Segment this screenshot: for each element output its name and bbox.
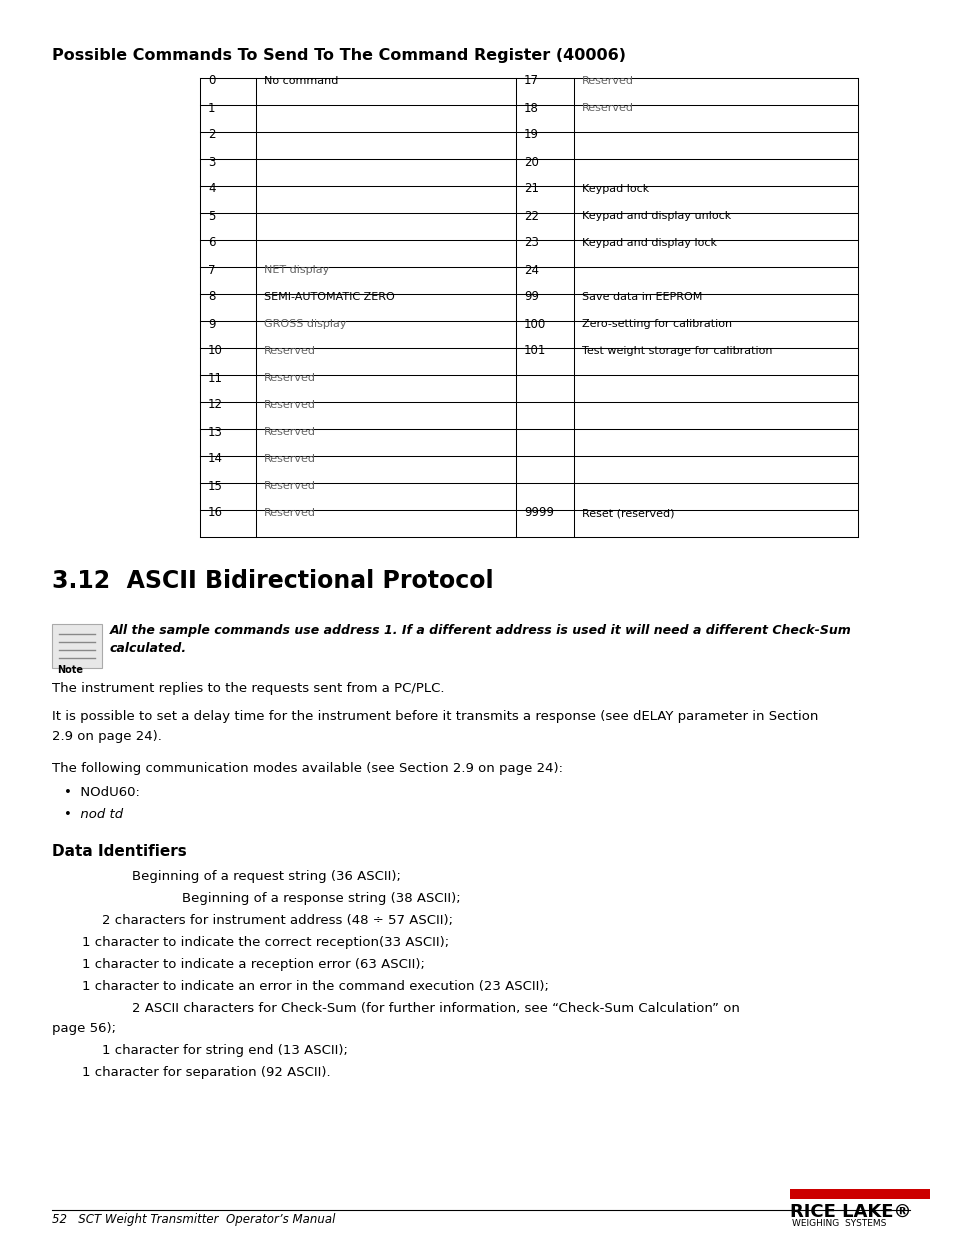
Text: 7: 7 bbox=[208, 263, 215, 277]
Text: 1 character to indicate an error in the command execution (23 ASCII);: 1 character to indicate an error in the … bbox=[82, 981, 548, 993]
Text: 11: 11 bbox=[208, 372, 223, 384]
Text: 20: 20 bbox=[523, 156, 538, 168]
Text: Possible Commands To Send To The Command Register (40006): Possible Commands To Send To The Command… bbox=[52, 48, 625, 63]
Text: 3: 3 bbox=[208, 156, 215, 168]
Text: It is possible to set a delay time for the instrument before it transmits a resp: It is possible to set a delay time for t… bbox=[52, 710, 818, 722]
Text: 1 character for separation (92 ASCII).: 1 character for separation (92 ASCII). bbox=[82, 1066, 331, 1079]
Text: 5: 5 bbox=[208, 210, 215, 222]
Text: RICE LAKE®: RICE LAKE® bbox=[789, 1203, 910, 1221]
Text: Reserved: Reserved bbox=[264, 508, 315, 517]
Text: 2 ASCII characters for Check-Sum (for further information, see “Check-Sum Calcul: 2 ASCII characters for Check-Sum (for fu… bbox=[132, 1002, 740, 1015]
Text: 0: 0 bbox=[208, 74, 215, 88]
Text: 101: 101 bbox=[523, 345, 546, 357]
Text: Test weight storage for calibration: Test weight storage for calibration bbox=[581, 346, 772, 356]
Text: Save data in EEPROM: Save data in EEPROM bbox=[581, 291, 701, 303]
Text: 9: 9 bbox=[208, 317, 215, 331]
Text: •  nod td: • nod td bbox=[64, 808, 123, 821]
Text: 14: 14 bbox=[208, 452, 223, 466]
Text: 19: 19 bbox=[523, 128, 538, 142]
Text: 1: 1 bbox=[208, 101, 215, 115]
Text: 17: 17 bbox=[523, 74, 538, 88]
Text: 23: 23 bbox=[523, 236, 538, 249]
Text: 8: 8 bbox=[208, 290, 215, 304]
Text: The following communication modes available (see Section 2.9 on page 24):: The following communication modes availa… bbox=[52, 762, 562, 776]
Text: Keypad lock: Keypad lock bbox=[581, 184, 649, 194]
Text: Reset (reserved): Reset (reserved) bbox=[581, 508, 674, 517]
Text: Reserved: Reserved bbox=[264, 427, 315, 437]
Text: 12: 12 bbox=[208, 399, 223, 411]
Text: Reserved: Reserved bbox=[264, 400, 315, 410]
Text: 18: 18 bbox=[523, 101, 538, 115]
Text: Beginning of a response string (38 ASCII);: Beginning of a response string (38 ASCII… bbox=[182, 892, 460, 905]
Text: Beginning of a request string (36 ASCII);: Beginning of a request string (36 ASCII)… bbox=[132, 869, 400, 883]
Bar bbox=[52, 624, 102, 668]
Text: Data Identifiers: Data Identifiers bbox=[52, 844, 187, 860]
Text: 13: 13 bbox=[208, 426, 223, 438]
Text: 22: 22 bbox=[523, 210, 538, 222]
Text: page 56);: page 56); bbox=[52, 1023, 116, 1035]
Text: 3.12  ASCII Bidirectional Protocol: 3.12 ASCII Bidirectional Protocol bbox=[52, 569, 493, 593]
Text: WEIGHING  SYSTEMS: WEIGHING SYSTEMS bbox=[791, 1219, 885, 1228]
Text: Reserved: Reserved bbox=[581, 103, 634, 112]
Text: 1 character for string end (13 ASCII);: 1 character for string end (13 ASCII); bbox=[102, 1044, 348, 1057]
Text: 24: 24 bbox=[523, 263, 538, 277]
Text: 9999: 9999 bbox=[523, 506, 554, 520]
Text: GROSS display: GROSS display bbox=[264, 319, 346, 329]
Text: Keypad and display lock: Keypad and display lock bbox=[581, 238, 717, 248]
Text: 1 character to indicate the correct reception(33 ASCII);: 1 character to indicate the correct rece… bbox=[82, 936, 449, 948]
Text: •  NOdU60:: • NOdU60: bbox=[64, 785, 140, 799]
Text: 21: 21 bbox=[523, 183, 538, 195]
Text: 6: 6 bbox=[208, 236, 215, 249]
Text: 100: 100 bbox=[523, 317, 546, 331]
Text: 2.9 on page 24).: 2.9 on page 24). bbox=[52, 730, 162, 743]
Text: NET display: NET display bbox=[264, 266, 329, 275]
Text: Note: Note bbox=[57, 664, 83, 676]
Text: 99: 99 bbox=[523, 290, 538, 304]
Bar bbox=[789, 1189, 929, 1199]
Text: All the sample commands use address 1. If a different address is used it will ne: All the sample commands use address 1. I… bbox=[110, 624, 851, 637]
Text: 2: 2 bbox=[208, 128, 215, 142]
Text: No command: No command bbox=[264, 77, 338, 86]
Text: 2 characters for instrument address (48 ÷ 57 ASCII);: 2 characters for instrument address (48 … bbox=[102, 914, 453, 927]
Text: 15: 15 bbox=[208, 479, 223, 493]
Text: calculated.: calculated. bbox=[110, 642, 187, 655]
Text: Keypad and display unlock: Keypad and display unlock bbox=[581, 211, 731, 221]
Text: Reserved: Reserved bbox=[581, 77, 634, 86]
Text: 1 character to indicate a reception error (63 ASCII);: 1 character to indicate a reception erro… bbox=[82, 958, 424, 971]
Text: 52   SCT Weight Transmitter  Operator’s Manual: 52 SCT Weight Transmitter Operator’s Man… bbox=[52, 1213, 335, 1226]
Text: Reserved: Reserved bbox=[264, 480, 315, 492]
Text: Reserved: Reserved bbox=[264, 454, 315, 464]
Text: Reserved: Reserved bbox=[264, 373, 315, 383]
Text: The instrument replies to the requests sent from a PC/PLC.: The instrument replies to the requests s… bbox=[52, 682, 444, 695]
Text: Reserved: Reserved bbox=[264, 346, 315, 356]
Text: 4: 4 bbox=[208, 183, 215, 195]
Text: 10: 10 bbox=[208, 345, 223, 357]
Text: Zero-setting for calibration: Zero-setting for calibration bbox=[581, 319, 731, 329]
Text: SEMI-AUTOMATIC ZERO: SEMI-AUTOMATIC ZERO bbox=[264, 291, 395, 303]
Text: 16: 16 bbox=[208, 506, 223, 520]
